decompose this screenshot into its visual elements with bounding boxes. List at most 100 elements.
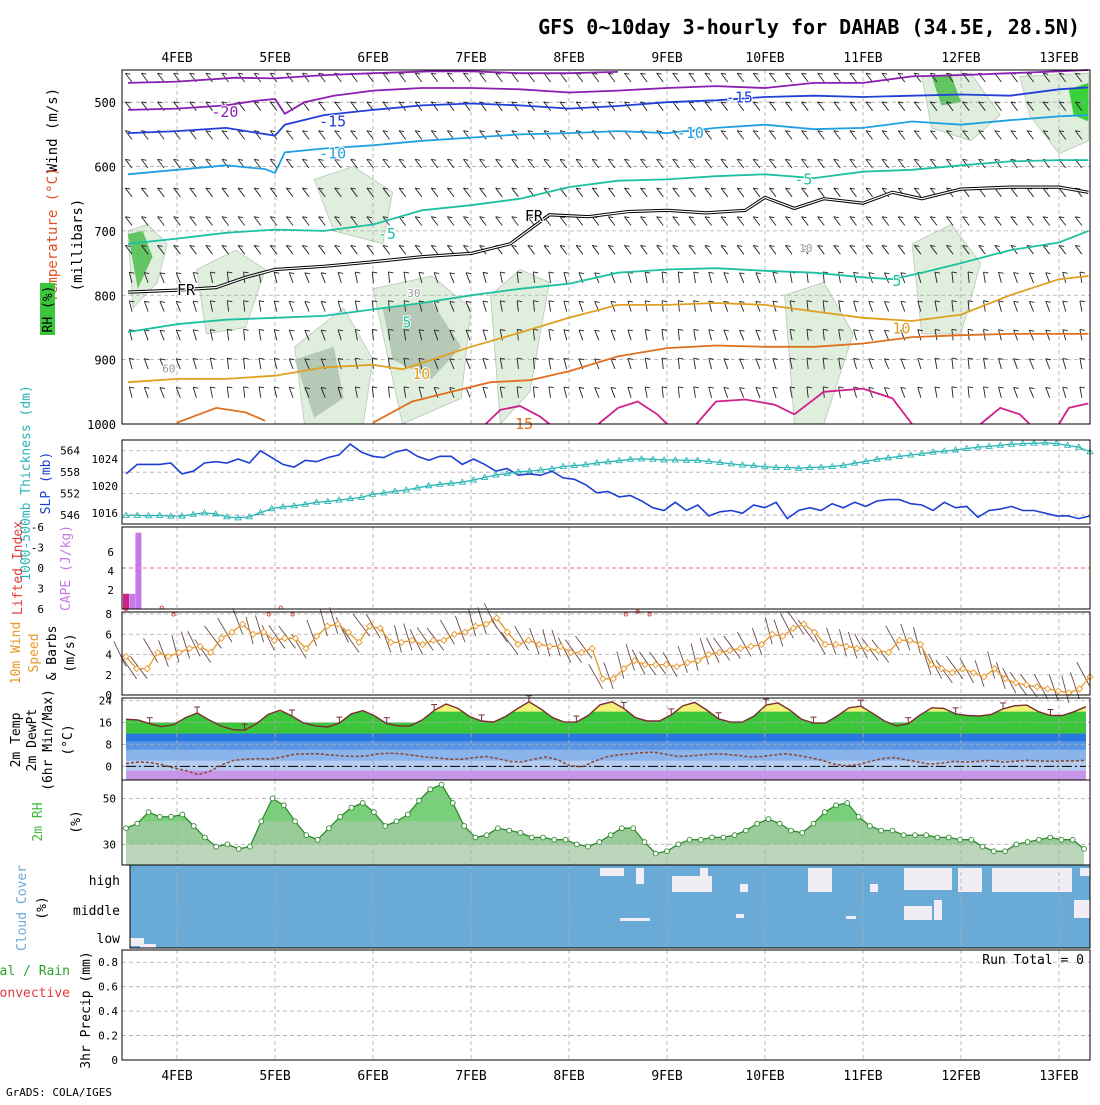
wind-speed-marker (652, 660, 660, 669)
wind-barb-10m (380, 625, 392, 653)
wind-barb (302, 245, 310, 255)
wind-barb-flag (930, 130, 936, 133)
contour-label: 10 (892, 320, 910, 338)
wind-barb-flag (914, 72, 920, 75)
wind-barb-flag (998, 329, 1004, 332)
wind-barb-flag (853, 271, 859, 274)
temp-warm-band (126, 701, 1086, 712)
wind-barb (516, 358, 519, 370)
wind-barb-10m (787, 611, 805, 635)
wind-barb-flag (672, 72, 678, 75)
wind-speed-marker (779, 632, 787, 640)
wind-barb-flag (608, 216, 614, 219)
wind-barb (499, 272, 503, 283)
wind-barb-10m (616, 651, 625, 679)
wind-barb-flag (318, 187, 324, 190)
wind-barb-flag (627, 300, 634, 303)
wind-barb-10m (158, 640, 169, 667)
wind-barb (806, 358, 809, 370)
wind-barb-flag (157, 216, 163, 219)
wind-barb (994, 72, 1002, 83)
thickness-marker (805, 463, 814, 470)
axis-label-part: 3hr Precip (mm) (79, 951, 94, 1068)
wind-barb-flag (449, 329, 455, 332)
wind-barb (205, 130, 213, 140)
wind-barb (398, 187, 407, 198)
wind-barb (624, 245, 632, 255)
wind-barb (143, 358, 149, 370)
wind-barb (801, 130, 809, 140)
axis-label: (millibars) (70, 199, 86, 292)
rh-point (528, 834, 535, 841)
wind-barb (382, 245, 390, 255)
wind-barb (951, 386, 954, 398)
wind-barb-flag (304, 387, 310, 390)
rh-point (213, 843, 220, 850)
thickness-marker (312, 498, 321, 505)
wind-barb-flag (678, 271, 684, 274)
wind-barb (143, 272, 149, 284)
wind-barb-flag (817, 101, 823, 104)
wind-speed-marker (863, 644, 872, 653)
wind-barb (672, 72, 680, 83)
rh-point (314, 836, 321, 843)
wind-barb (463, 72, 471, 83)
thickness-tick-label: 558 (60, 466, 80, 479)
wind-speed-marker (927, 660, 935, 669)
wind-barb-flag (1042, 101, 1049, 104)
rh-point (292, 818, 298, 825)
wind-barb-flag (884, 272, 890, 275)
precip-tick-label: 0 (111, 1054, 118, 1067)
wind-barb (951, 358, 954, 370)
wind-barb-flag (463, 130, 469, 133)
wind-barb (998, 358, 1002, 370)
wind-barb (806, 329, 809, 341)
wind-barb (318, 216, 326, 226)
wind-barb-flag (678, 357, 684, 360)
wind-barb (302, 159, 310, 169)
wind-barb-flag (946, 158, 952, 161)
wind-barb-flag (962, 245, 968, 247)
wind-barb (785, 159, 793, 169)
wind-barb-flag (704, 216, 711, 219)
contour-label: -10 (677, 124, 704, 142)
wind-barb (704, 216, 712, 226)
wind-barb (607, 187, 616, 198)
wind-barb-flag (772, 386, 778, 389)
wind-barb-flag (321, 358, 327, 361)
axis-label-part: & Barbs (45, 626, 60, 681)
wind-barb (516, 329, 519, 341)
wind-barb (337, 300, 342, 312)
axis-label-part: CAPE (J/kg) (59, 525, 74, 611)
wind-barb (209, 386, 213, 398)
wind-barb (801, 159, 809, 169)
wind-barb-flag (656, 216, 662, 219)
wind-barb (578, 387, 584, 398)
wind-barb (205, 216, 213, 226)
wind-barb-flag (237, 72, 244, 75)
wind-barb (994, 187, 1002, 198)
wind-barb-flag (817, 130, 823, 133)
wind-speed-marker (1012, 679, 1020, 687)
wind-barb-flag (548, 271, 554, 274)
axis-label-part: Speed (27, 633, 42, 672)
wind-barb-flag (817, 245, 823, 247)
date-label-bottom: 12FEB (941, 1069, 980, 1084)
wind-barb-flag (576, 187, 582, 190)
rh-point (517, 829, 524, 836)
wind-barb (1079, 386, 1083, 398)
wind-barb-flag (243, 328, 249, 331)
wind-barb-flag (853, 329, 859, 332)
wind-tick-label: 8 (105, 608, 112, 621)
thickness-marker (895, 452, 904, 459)
wind-barb (511, 245, 519, 255)
rh-point (427, 786, 434, 793)
wind-barb (913, 187, 922, 198)
wind-barb (511, 72, 519, 83)
wind-speed-marker (334, 620, 342, 628)
wind-barb (661, 300, 664, 312)
wind-barb-flag (592, 245, 598, 247)
wind-barb-flag (789, 386, 796, 389)
wind-barb-flag (656, 158, 662, 161)
